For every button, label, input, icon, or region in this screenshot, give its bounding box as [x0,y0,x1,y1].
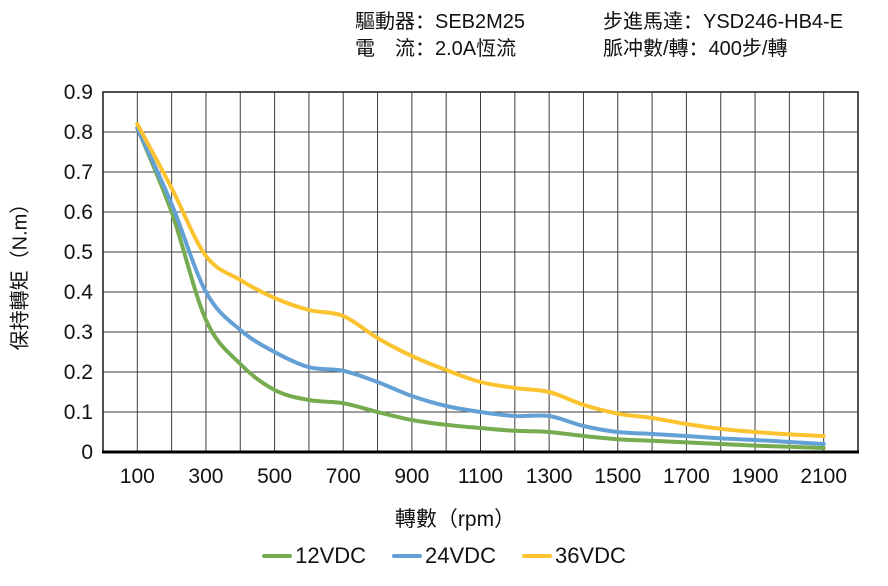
x-tick-label: 700 [326,465,361,488]
chart-legend: 12VDC 24VDC 36VDC [0,543,888,569]
driver-info: 驅動器：SEB2M25 [355,10,525,34]
y-tick-label: 0.4 [64,281,94,304]
legend-item-12vdc: 12VDC [262,543,366,569]
current-info: 電 流：2.0A恆流 [355,37,516,61]
y-tick-label: 0.2 [64,361,93,384]
legend-label-24vdc: 24VDC [425,543,496,568]
legend-swatch-24vdc [392,554,423,558]
x-tick-label: 300 [188,465,223,488]
motor-value: YSD246-HB4-E [703,11,844,33]
driver-label: 驅動器： [355,11,435,33]
y-tick-label: 0.3 [64,321,93,344]
x-tick-label: 1100 [458,465,503,488]
legend-label-36vdc: 36VDC [554,543,626,568]
legend-swatch-12vdc [262,554,293,558]
legend-label-12vdc: 12VDC [295,543,367,568]
y-tick-label: 0.5 [64,241,93,264]
legend-item-24vdc: 24VDC [392,543,496,569]
x-tick-label: 1300 [526,465,573,488]
x-tick-label: 1500 [594,465,641,488]
legend-swatch-36vdc [521,554,552,558]
x-tick-label: 1700 [663,465,710,488]
series-curve-36vdc [135,122,826,438]
x-axis-title: 轉數（rpm） [394,508,516,531]
pulses-info: 脈冲數/轉：400步/轉 [603,37,788,61]
y-tick-label: 0.1 [64,401,93,424]
motor-info: 步進馬達：YSD246-HB4-E [603,10,843,34]
motor-label: 步進馬達： [603,11,703,33]
x-tick-label: 500 [257,465,292,488]
y-tick-label: 0 [81,441,93,464]
y-axis-title: 保持轉矩（N.m） [9,193,32,351]
y-tick-label: 0.6 [64,201,93,224]
legend-item-36vdc: 36VDC [521,543,626,569]
current-value: 2.0A恆流 [435,38,517,60]
x-tick-label: 900 [394,465,429,488]
series-curve-24vdc [135,126,826,446]
x-tick-label: 1900 [732,465,779,488]
y-tick-label: 0.7 [64,161,93,184]
x-tick-label: 100 [120,465,155,488]
current-label: 電 流： [355,38,435,60]
driver-value: SEB2M25 [435,11,526,33]
pulses-value: 400步/轉 [708,38,788,60]
x-tick-label: 2100 [800,465,847,488]
pulses-label: 脈冲數/轉： [603,38,709,60]
y-tick-label: 0.9 [64,81,93,104]
series-curve-12vdc [135,126,826,450]
y-tick-label: 0.8 [64,121,93,144]
